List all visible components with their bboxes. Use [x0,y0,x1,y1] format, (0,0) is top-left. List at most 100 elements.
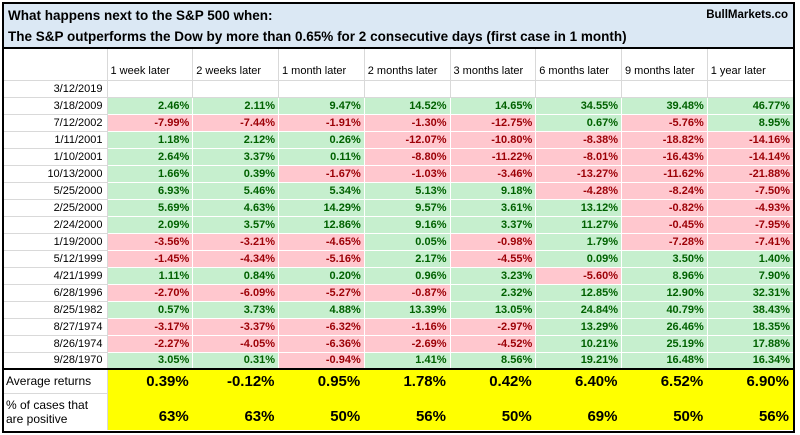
return-cell: -13.27% [535,165,622,183]
return-cell: -0.98% [450,233,537,251]
return-cell: 18.35% [707,318,793,336]
row-date-cell: 1/19/2000 [4,233,108,251]
return-cell: -4.34% [192,250,279,268]
average-return-cell: 0.42% [450,368,536,393]
row-date-cell: 9/28/1970 [4,352,108,370]
table-row: 4/21/1999 1.11% 0.84% 0.20% 0.96% 3.23% -5.60%… [4,267,793,285]
return-cell: -21.88% [707,165,793,183]
return-cell: 0.09% [535,250,622,268]
return-cell: 8.96% [621,267,708,285]
return-cell: -6.09% [192,284,279,302]
return-cell: 10.21% [535,335,622,353]
return-cell: 38.43% [707,301,793,319]
table-row: 3/18/2009 2.46% 2.11% 9.47% 14.52% 14.65% 34.5… [4,97,793,115]
return-cell: -5.76% [621,114,708,132]
row-date-cell: 2/25/2000 [4,199,108,217]
percent-positive-cell: 63% [107,393,193,430]
spacer-cell [192,49,279,58]
table-row: 10/13/2000 1.66% 0.39% -1.67% -1.03% -3.46% -1… [4,165,793,183]
spacer-cell [107,49,194,58]
return-cell: 3.23% [450,267,537,285]
return-cell: 11.27% [535,216,622,234]
return-cell: 24.84% [535,301,622,319]
table-row: 9/28/1970 3.05% 0.31% -0.94% 1.41% 8.56% 19.21… [4,352,793,370]
table-row: 6/28/1996 -2.70% -6.09% -5.27% -0.87% 2.32% 12… [4,284,793,302]
return-cell: 0.67% [535,114,622,132]
table-row: 1/10/2001 2.64% 3.37% 0.11% -8.80% -11.22% -8.… [4,148,793,166]
row-date-cell: 3/18/2009 [4,97,108,115]
corner-header-cell [4,58,108,81]
return-cell [192,80,279,98]
return-cell: 2.11% [192,97,279,115]
return-cell: -16.43% [621,148,708,166]
return-cell: -2.70% [107,284,194,302]
chart-subtitle: The S&P outperforms the Dow by more than… [8,28,627,44]
table-row: 5/25/2000 6.93% 5.46% 5.34% 5.13% 9.18% -4.28%… [4,182,793,200]
percent-positive-cell: 50% [450,393,536,430]
return-cell: -6.32% [278,318,365,336]
return-cell: -1.16% [364,318,451,336]
return-cell: -1.30% [364,114,451,132]
return-cell: -0.45% [621,216,708,234]
row-date-cell: 3/12/2019 [4,80,108,98]
return-cell: -7.44% [192,114,279,132]
column-header: 2 weeks later [192,58,279,81]
column-header: 2 months later [364,58,451,81]
return-cell [364,80,451,98]
return-cell: -4.93% [707,199,793,217]
return-cell [621,80,708,98]
return-cell: 2.09% [107,216,194,234]
spacer-cell [364,49,451,58]
return-cell: -14.14% [707,148,793,166]
return-cell [707,80,793,98]
return-cell: 5.34% [278,182,365,200]
return-cell: -18.82% [621,131,708,149]
return-cell: -7.95% [707,216,793,234]
return-cell: 1.41% [364,352,451,370]
return-cell: -2.27% [107,335,194,353]
return-cell: 2.64% [107,148,194,166]
column-header: 1 week later [107,58,194,81]
percent-positive-row: % of cases that are positive 63% 63% 50% 56%… [4,393,793,430]
spacer-cell [707,49,793,58]
row-date-cell: 2/24/2000 [4,216,108,234]
return-cell: 1.66% [107,165,194,183]
return-cell: 0.96% [364,267,451,285]
percent-positive-label: % of cases that are positive [4,393,108,430]
return-cell [535,80,622,98]
return-cell: -3.37% [192,318,279,336]
return-cell: 2.17% [364,250,451,268]
row-date-cell: 7/12/2002 [4,114,108,132]
return-cell: 46.77% [707,97,793,115]
return-cell: 2.32% [450,284,537,302]
return-cell [107,80,194,98]
return-cell: 4.63% [192,199,279,217]
return-cell: -7.28% [621,233,708,251]
return-cell: -0.94% [278,352,365,370]
average-return-cell: -0.12% [192,368,279,393]
return-cell: 12.90% [621,284,708,302]
return-cell: -3.21% [192,233,279,251]
average-returns-row: Average returns 0.39% -0.12% 0.95% 1.78% 0.42… [4,368,793,394]
average-return-cell: 0.39% [107,368,193,393]
percent-positive-cell: 69% [535,393,622,430]
return-cell: 17.88% [707,335,793,353]
return-cell: -3.56% [107,233,194,251]
column-header: 6 months later [535,58,622,81]
table-row: 5/12/1999 -1.45% -4.34% -5.16% 2.17% -4.55% 0.… [4,250,793,268]
return-cell: -1.45% [107,250,194,268]
return-cell: -5.60% [535,267,622,285]
row-date-cell: 6/28/1996 [4,284,108,302]
return-cell: 26.46% [621,318,708,336]
return-cell: 0.11% [278,148,365,166]
return-cell: -5.27% [278,284,365,302]
spacer-cell [4,49,108,58]
row-date-cell: 1/11/2001 [4,131,108,149]
return-cell: 9.57% [364,199,451,217]
return-cell: -10.80% [450,131,537,149]
return-cell: 32.31% [707,284,793,302]
return-cell: 12.86% [278,216,365,234]
return-cell: 0.26% [278,131,365,149]
title-banner: What happens next to the S&P 500 when: T… [2,2,795,49]
